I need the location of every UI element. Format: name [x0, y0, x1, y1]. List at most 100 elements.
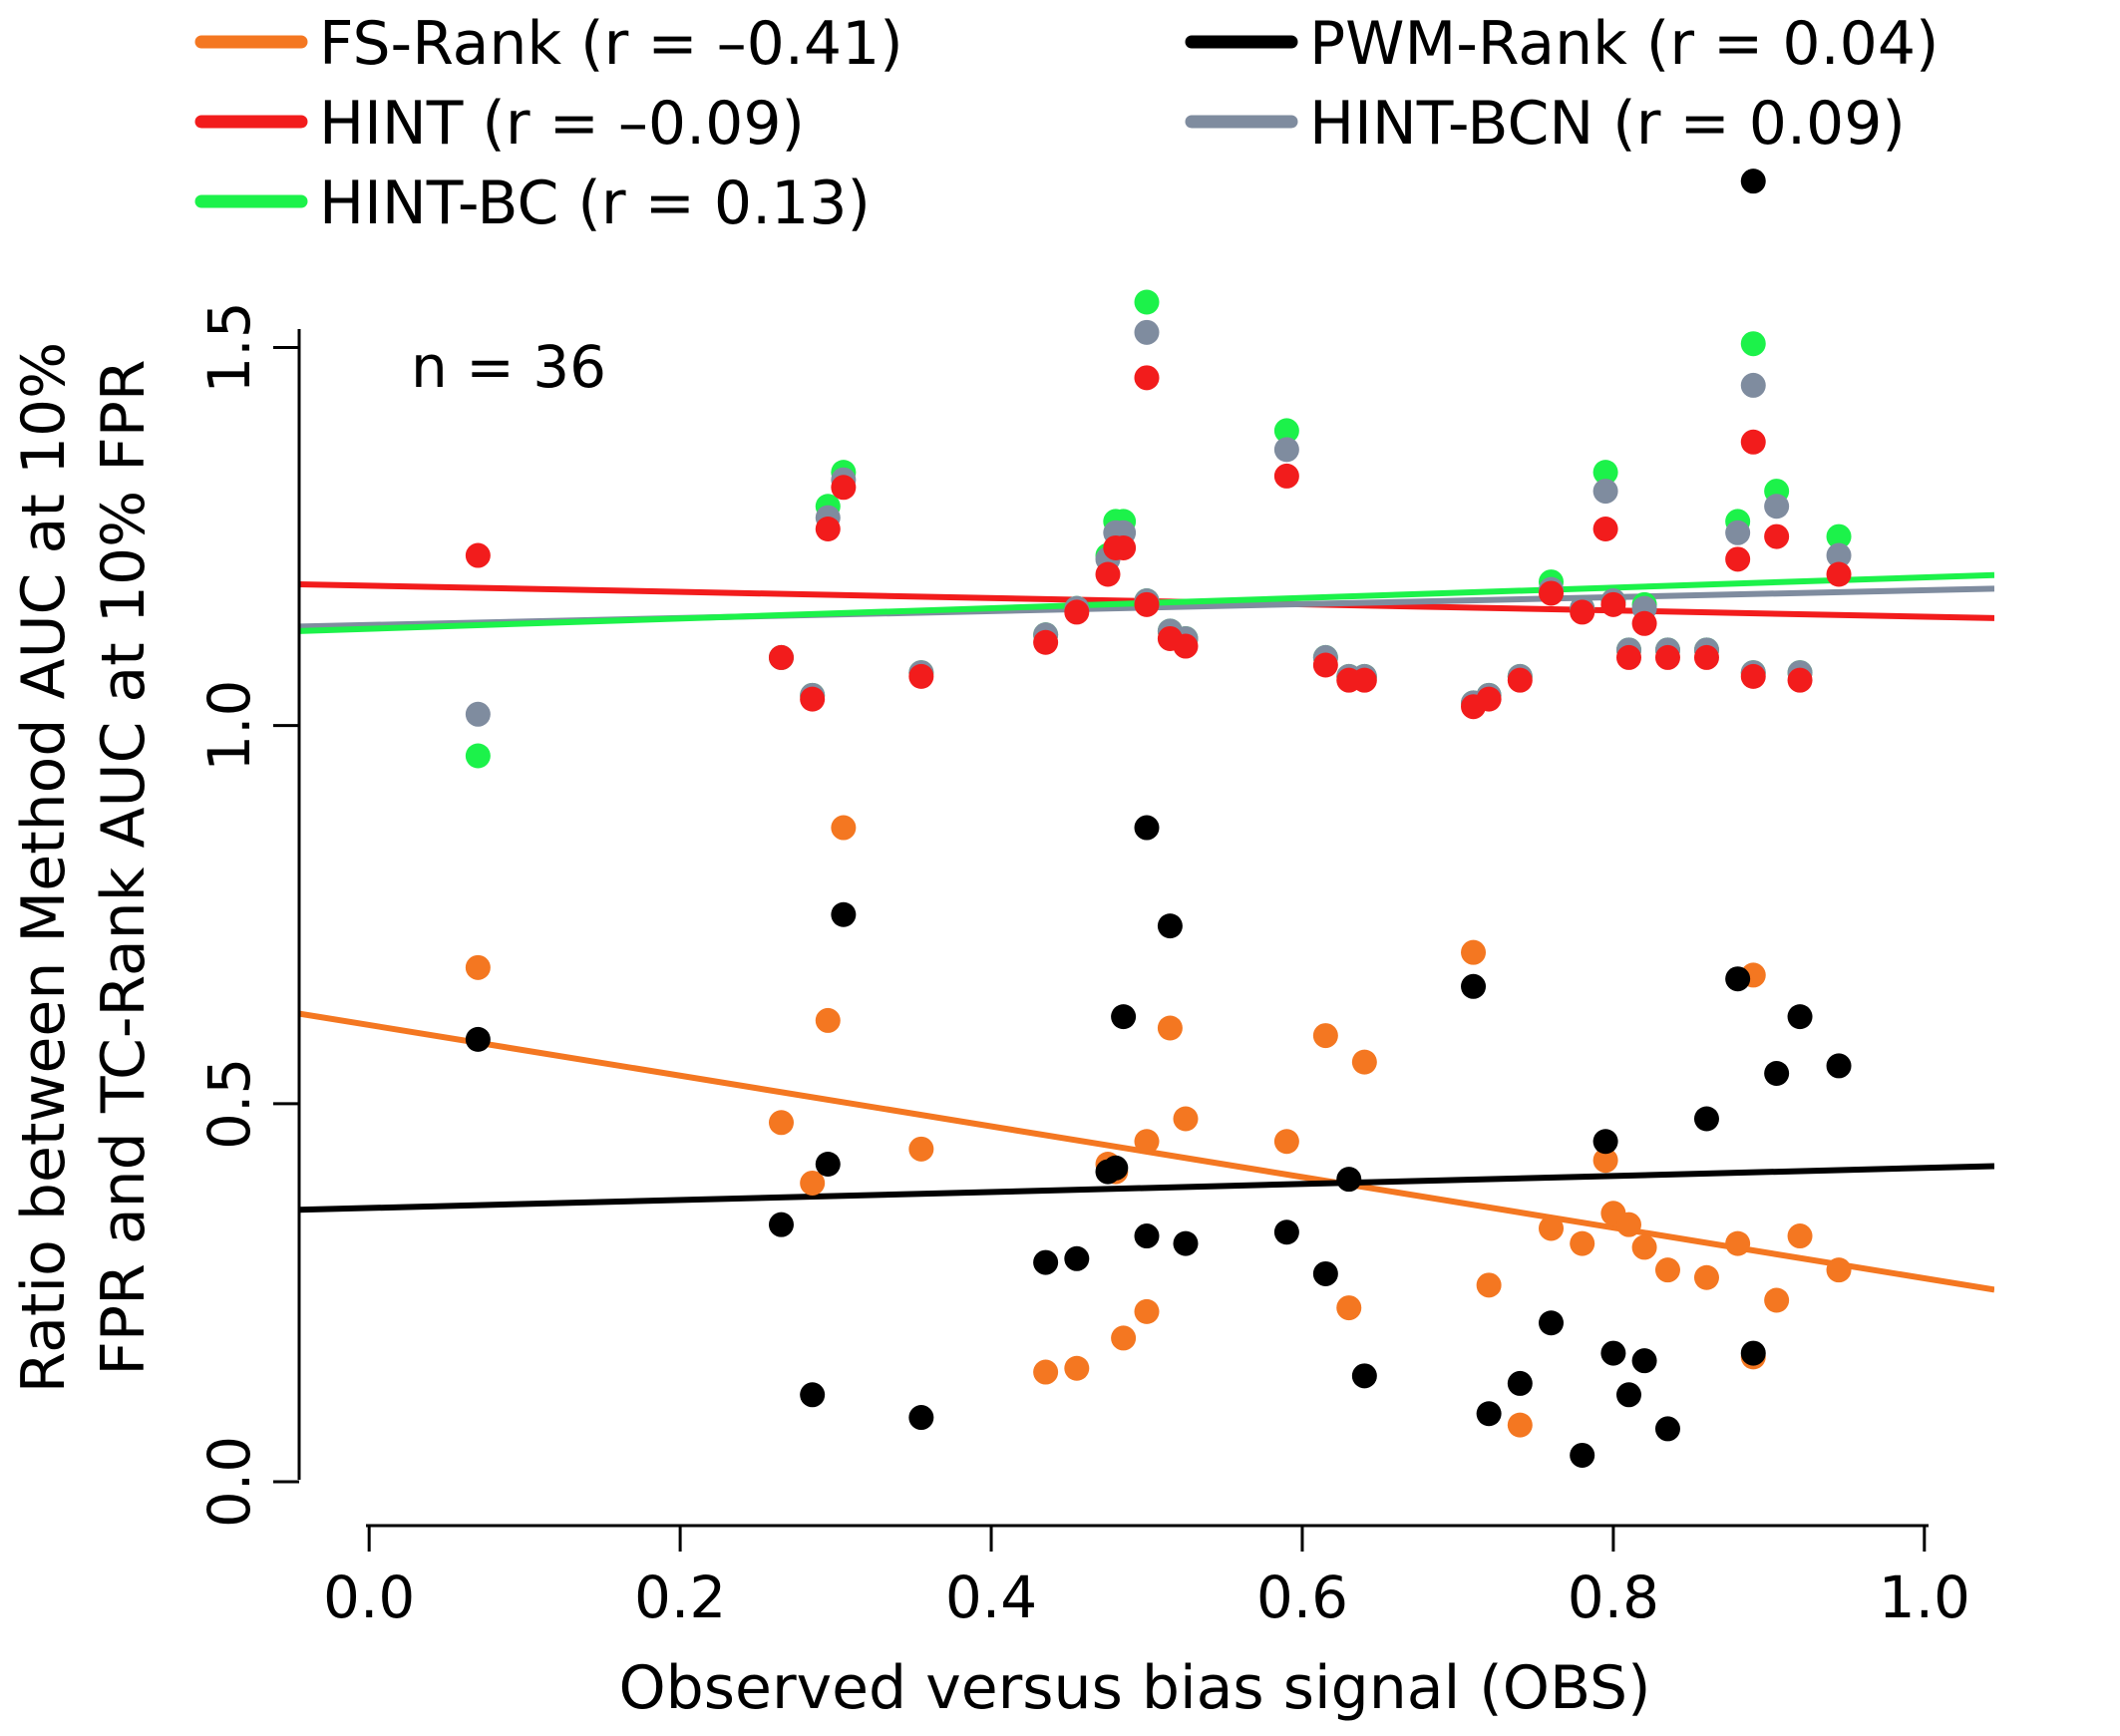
y-tick-label: 1.5: [195, 301, 263, 393]
point-hint: [1134, 365, 1160, 391]
point-hint: [1592, 517, 1618, 541]
x-tick-label: 0.4: [945, 1563, 1037, 1631]
legend-label-hint-bc: HINT-BC (r = 0.13): [319, 169, 871, 238]
x-tick-label: 1.0: [1879, 1563, 1970, 1631]
point-fs-rank: [1476, 1272, 1502, 1298]
point-hint: [1033, 629, 1059, 655]
point-hint: [1507, 667, 1533, 693]
regression-lines: [299, 571, 1994, 1293]
point-hint: [1740, 663, 1766, 689]
legend-label-hint: HINT (r = –0.09): [319, 89, 805, 159]
point-fs-rank: [1725, 1230, 1751, 1256]
point-pwm-rank: [1787, 1004, 1813, 1030]
point-pwm-rank: [1134, 815, 1160, 841]
point-hint-bc: [1740, 331, 1766, 357]
point-pwm-rank: [800, 1382, 826, 1408]
point-pwm-rank: [908, 1405, 934, 1431]
point-hint: [1693, 644, 1719, 670]
point-fs-rank: [1615, 1212, 1641, 1237]
point-pwm-rank: [1764, 1061, 1790, 1086]
y-axis-label-line2: FPR and TC-Rank AUC at 10% FPR: [89, 359, 159, 1375]
point-hint: [465, 542, 491, 568]
point-fs-rank: [1134, 1129, 1160, 1155]
point-pwm-rank: [1539, 1310, 1565, 1336]
point-hint: [1787, 667, 1813, 693]
point-fs-rank: [1787, 1223, 1813, 1249]
point-hint: [1725, 546, 1751, 572]
point-hint-bcn: [1764, 494, 1790, 520]
point-pwm-rank: [1570, 1442, 1595, 1468]
point-pwm-rank: [1507, 1370, 1533, 1396]
point-hint-bcn: [1725, 520, 1751, 545]
point-hint-bc: [1134, 289, 1160, 315]
point-fs-rank: [1033, 1359, 1059, 1385]
point-hint-bcn: [1273, 437, 1299, 463]
point-hint: [1476, 686, 1502, 712]
point-fs-rank: [1654, 1257, 1680, 1283]
y-tick-label: 0.5: [195, 1058, 263, 1150]
point-hint-bc: [1592, 460, 1618, 486]
point-fs-rank: [1312, 1023, 1338, 1049]
point-pwm-rank: [1157, 913, 1183, 939]
point-hint: [1064, 599, 1090, 625]
point-hint: [1273, 463, 1299, 489]
point-hint: [1351, 667, 1377, 693]
point-hint: [1312, 652, 1338, 678]
x-axis-ticks: 0.0 0.2 0.4 0.6 0.8 1.0: [323, 1526, 1970, 1631]
y-tick-label: 0.0: [195, 1436, 263, 1528]
point-fs-rank: [1570, 1230, 1595, 1256]
point-hint-bc: [1273, 418, 1299, 444]
point-hint-bcn: [465, 701, 491, 727]
point-pwm-rank: [1273, 1219, 1299, 1245]
point-fs-rank: [1336, 1295, 1362, 1321]
point-pwm-rank: [1064, 1245, 1090, 1271]
point-fs-rank: [1273, 1129, 1299, 1155]
point-fs-rank: [1351, 1049, 1377, 1075]
sample-size-annotation: n = 36: [411, 333, 606, 401]
data-points: [465, 169, 1852, 1468]
point-fs-rank: [1693, 1264, 1719, 1290]
point-pwm-rank: [815, 1152, 841, 1177]
point-fs-rank: [800, 1170, 826, 1196]
point-fs-rank: [768, 1110, 794, 1136]
point-hint-bcn: [1826, 542, 1852, 568]
point-fs-rank: [1461, 939, 1487, 965]
point-pwm-rank: [1312, 1260, 1338, 1286]
point-fs-rank: [465, 954, 491, 980]
point-pwm-rank: [1134, 1223, 1160, 1249]
x-tick-label: 0.2: [634, 1563, 726, 1631]
legend: FS-Rank (r = –0.41) PWM-Rank (r = 0.04) …: [194, 9, 1939, 238]
y-axis-label-line1: Ratio between Method AUC at 10%: [9, 342, 79, 1393]
point-hint: [831, 475, 857, 501]
point-pwm-rank: [1173, 1230, 1199, 1256]
point-pwm-rank: [1111, 1004, 1137, 1030]
point-pwm-rank: [1693, 1106, 1719, 1132]
point-fs-rank: [1134, 1298, 1160, 1324]
point-fs-rank: [1592, 1148, 1618, 1174]
legend-label-hint-bcn: HINT-BCN (r = 0.09): [1309, 89, 1906, 159]
point-fs-rank: [1173, 1106, 1199, 1132]
point-hint-bc: [1826, 523, 1852, 549]
point-fs-rank: [1111, 1325, 1137, 1351]
point-fs-rank: [815, 1007, 841, 1033]
point-pwm-rank: [1654, 1416, 1680, 1442]
point-pwm-rank: [1103, 1155, 1129, 1181]
point-pwm-rank: [768, 1212, 794, 1237]
point-hint-bc: [465, 743, 491, 769]
point-fs-rank: [1539, 1215, 1565, 1241]
point-pwm-rank: [1592, 1129, 1618, 1155]
point-hint: [1631, 610, 1657, 636]
point-fs-rank: [1631, 1234, 1657, 1260]
point-hint: [1095, 561, 1121, 587]
point-pwm-rank: [1740, 1340, 1766, 1366]
point-pwm-rank: [831, 901, 857, 927]
legend-label-fs-rank: FS-Rank (r = –0.41): [319, 9, 903, 79]
point-pwm-rank: [1725, 966, 1751, 992]
point-fs-rank: [908, 1136, 934, 1162]
x-tick-label: 0.8: [1568, 1563, 1659, 1631]
point-hint: [1826, 561, 1852, 587]
fit-line-pwm-rank: [299, 1163, 1994, 1214]
legend-label-pwm-rank: PWM-Rank (r = 0.04): [1309, 9, 1939, 79]
point-fs-rank: [1064, 1355, 1090, 1381]
